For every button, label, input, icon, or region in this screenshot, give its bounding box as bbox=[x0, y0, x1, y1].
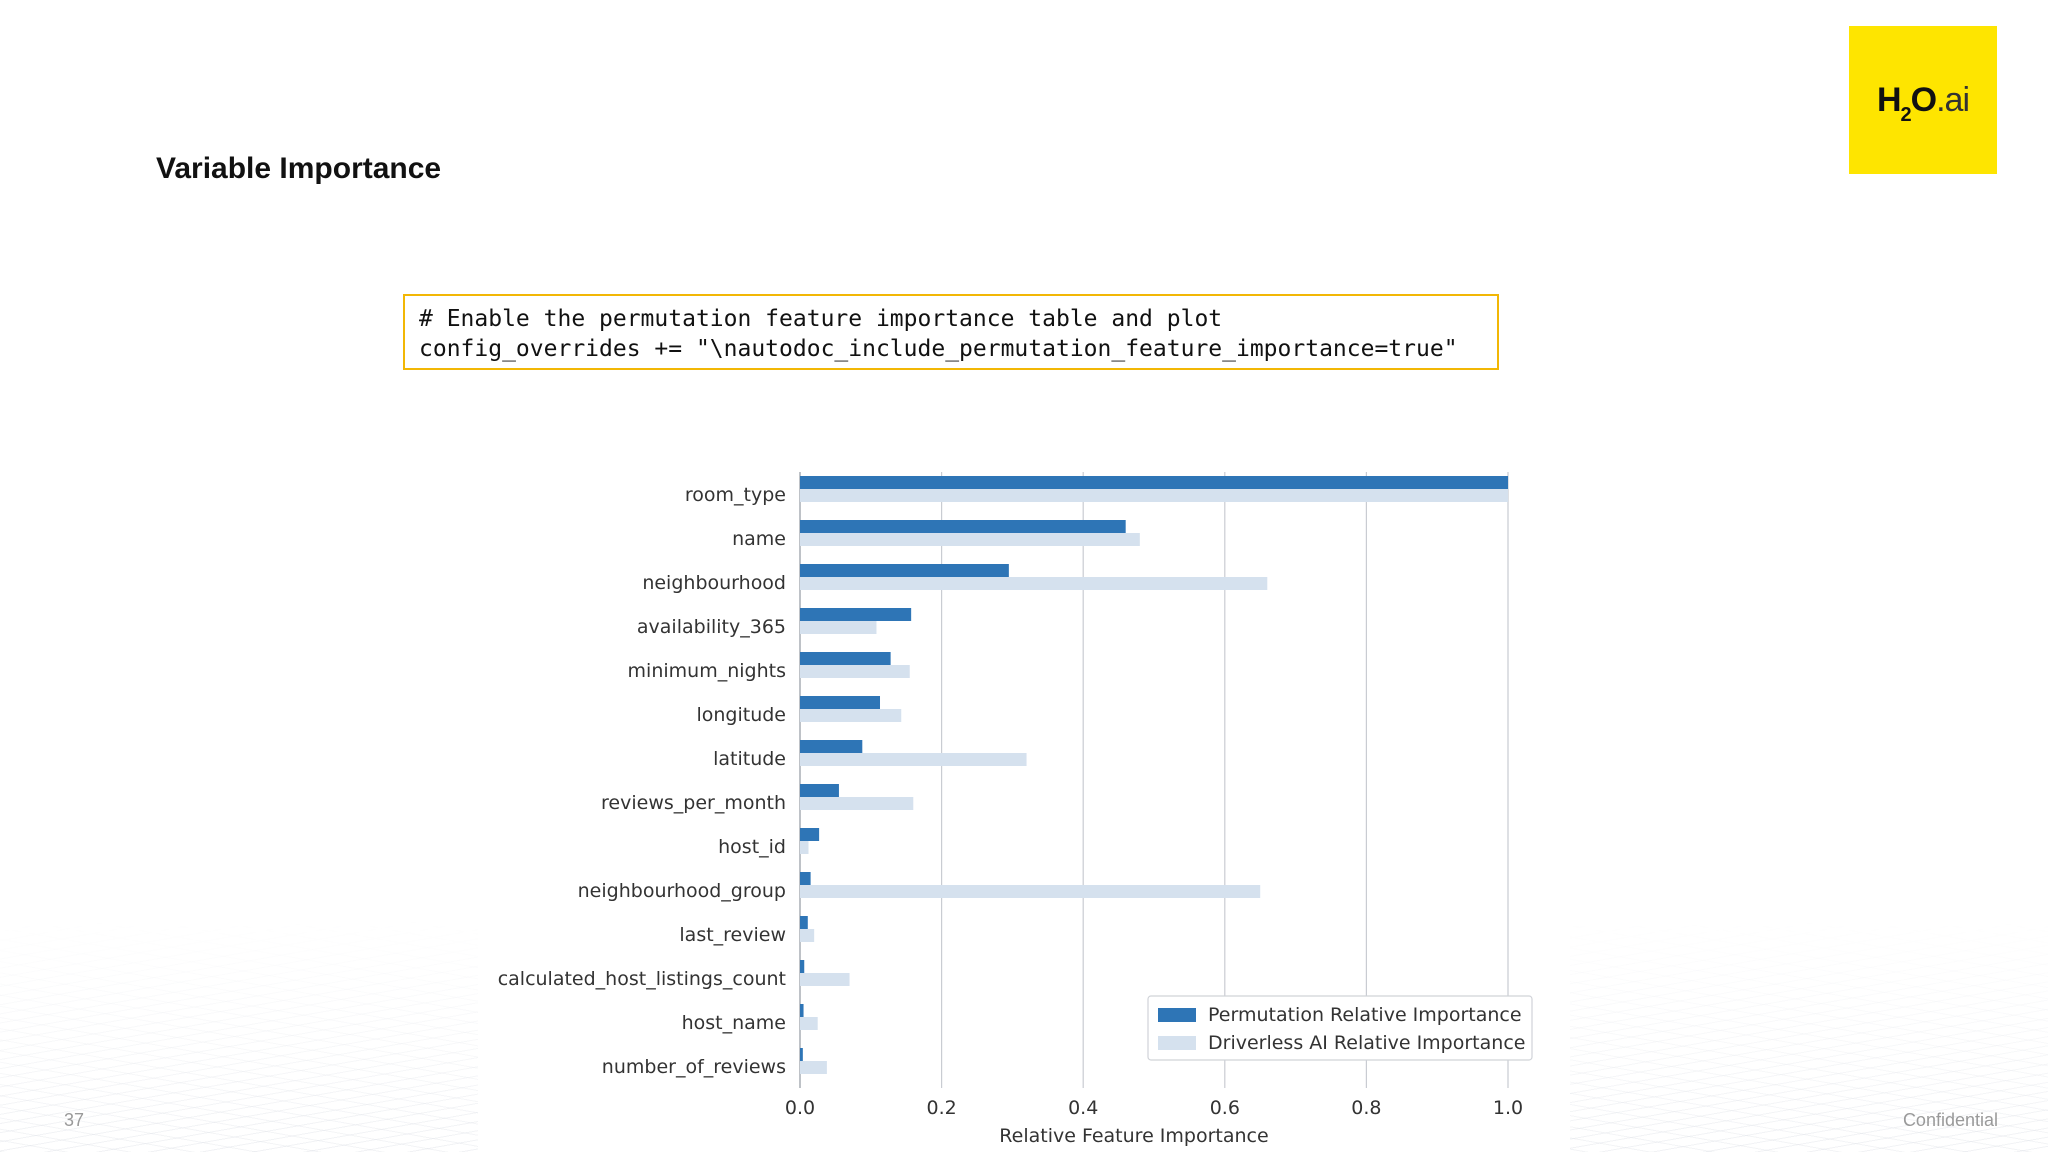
y-tick-label: number_of_reviews bbox=[602, 1056, 786, 1078]
bar-driverless bbox=[800, 533, 1140, 546]
y-tick-label: neighbourhood_group bbox=[578, 880, 786, 902]
y-tick-label: host_id bbox=[718, 836, 786, 858]
bar-permutation bbox=[800, 916, 808, 929]
y-tick-label: availability_365 bbox=[637, 616, 786, 638]
y-tick-label: name bbox=[732, 528, 786, 550]
bar-driverless bbox=[800, 1017, 818, 1030]
page-number: 37 bbox=[64, 1110, 85, 1130]
y-tick-label: last_review bbox=[679, 924, 786, 946]
y-tick-label: host_name bbox=[682, 1012, 786, 1034]
y-tick-label: longitude bbox=[696, 704, 786, 726]
bar-permutation bbox=[800, 476, 1508, 489]
y-tick-label: reviews_per_month bbox=[601, 792, 786, 814]
bar-driverless bbox=[800, 709, 902, 722]
y-tick-label: neighbourhood bbox=[642, 572, 786, 594]
bar-permutation bbox=[800, 960, 805, 973]
code-snippet: # Enable the permutation feature importa… bbox=[403, 294, 1499, 370]
legend-box bbox=[1147, 995, 1533, 1061]
bar-permutation bbox=[800, 1048, 803, 1061]
bar-driverless bbox=[800, 973, 850, 986]
legend-swatch bbox=[1158, 1008, 1196, 1022]
bar-driverless bbox=[800, 797, 914, 810]
confidential-label: Confidential bbox=[1902, 1110, 1998, 1130]
bar-driverless bbox=[800, 577, 1268, 590]
bar-permutation bbox=[800, 784, 839, 797]
y-tick-label: minimum_nights bbox=[628, 660, 786, 682]
legend-label: Driverless AI Relative Importance bbox=[1208, 1032, 1525, 1054]
bar-permutation bbox=[800, 652, 891, 665]
y-tick-label: calculated_host_listings_count bbox=[498, 968, 786, 990]
logo-text: H2O.ai bbox=[1876, 80, 1970, 126]
bar-permutation bbox=[800, 520, 1126, 533]
bar-driverless bbox=[800, 621, 877, 634]
y-tick-label: room_type bbox=[685, 484, 786, 506]
bar-driverless bbox=[800, 885, 1261, 898]
bar-permutation bbox=[800, 696, 881, 709]
code-line-1: # Enable the permutation feature importa… bbox=[419, 306, 1223, 332]
x-tick-label: 0.4 bbox=[1068, 1097, 1098, 1119]
x-tick-label: 0.2 bbox=[926, 1097, 956, 1119]
x-axis-label: Relative Feature Importance bbox=[999, 1125, 1268, 1147]
x-tick-label: 0.8 bbox=[1351, 1097, 1381, 1119]
bar-permutation bbox=[800, 564, 1009, 577]
bar-permutation bbox=[800, 1004, 804, 1017]
y-tick-label: latitude bbox=[713, 748, 786, 770]
bar-driverless bbox=[800, 841, 809, 854]
x-tick-label: 1.0 bbox=[1493, 1097, 1523, 1119]
bar-driverless bbox=[800, 489, 1508, 502]
code-line-2: config_overrides += "\nautodoc_include_p… bbox=[419, 336, 1458, 362]
bar-permutation bbox=[800, 828, 820, 841]
bar-driverless bbox=[800, 665, 910, 678]
bar-permutation bbox=[800, 608, 912, 621]
bar-driverless bbox=[800, 929, 815, 942]
bar-permutation bbox=[800, 740, 863, 753]
x-tick-label: 0.6 bbox=[1210, 1097, 1240, 1119]
bar-permutation bbox=[800, 872, 811, 885]
slide-title: Variable Importance bbox=[156, 152, 442, 185]
bar-driverless bbox=[800, 1061, 827, 1074]
legend-label: Permutation Relative Importance bbox=[1208, 1004, 1522, 1026]
h2o-logo: H2O.ai bbox=[1849, 26, 1997, 174]
legend-swatch bbox=[1158, 1036, 1196, 1050]
x-tick-label: 0.0 bbox=[785, 1097, 815, 1119]
bar-driverless bbox=[800, 753, 1027, 766]
